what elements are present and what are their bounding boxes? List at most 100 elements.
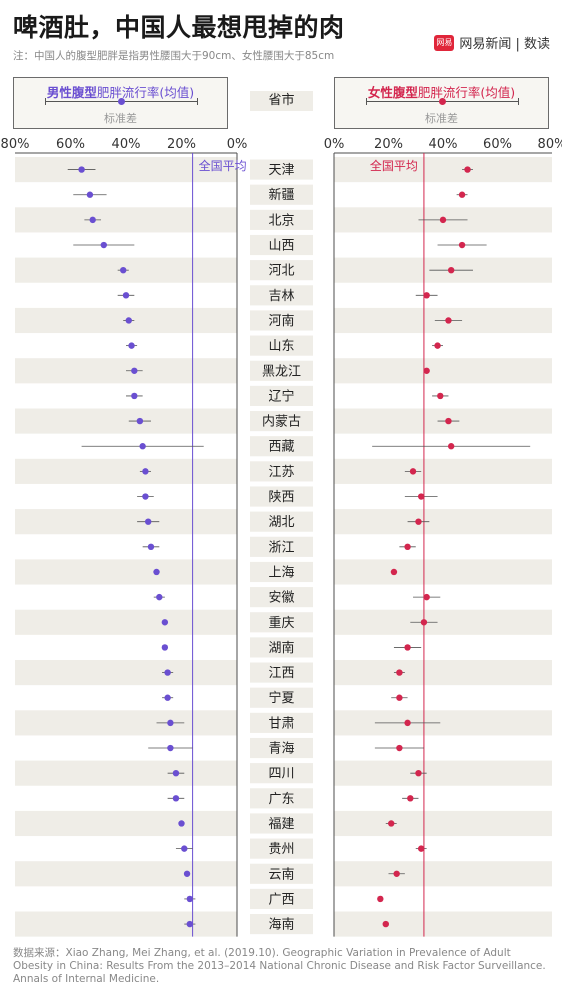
male-row-stripe [15,458,237,484]
female-row-stripe [334,710,552,736]
province-label: 河北 [268,264,294,279]
female-mean-point [404,543,411,551]
province-label-bg [250,260,313,281]
female-mean-point [404,719,411,727]
province-label-bg [250,737,313,759]
female-legend-title: 女性腹型肥胖流行率(均值) [335,82,548,101]
female-mean-point [396,694,403,701]
male-legend: 男性腹型肥胖流行率(均值) 标准差 [13,77,228,129]
province-label-bg [250,838,313,859]
province-label-bg [250,310,313,331]
province-label: 山东 [268,339,294,354]
province-label-bg [250,712,313,733]
male-mean-point [145,518,152,525]
female-legend-dot [439,98,446,105]
female-mean-point [458,191,466,198]
province-label-bg [250,888,313,909]
province-label-bg [250,159,313,180]
province-label: 内蒙古 [262,414,301,430]
female-row-stripe [334,458,552,484]
male-row-stripe [15,911,237,937]
male-mean-point [178,820,185,827]
female-row-stripe [334,559,552,585]
province-label-bg [250,184,313,205]
brand-name: 网易新闻 | 数读 [459,37,550,52]
male-tick-label: 0% [227,137,248,152]
male-mean-point [147,543,155,551]
province-label-bg [250,285,313,306]
province-label: 天津 [268,163,294,178]
female-mean-point [445,317,452,324]
female-row-stripe [334,609,552,635]
male-tick-label: 80% [1,137,30,152]
female-mean-point [434,342,441,349]
female-mean-point [377,895,384,903]
male-legend-dot [118,98,125,105]
male-mean-point [131,392,138,400]
male-mean-point [125,317,132,324]
male-mean-point [186,920,194,928]
male-mean-point [120,266,127,274]
female-tick-label: 60% [483,137,512,152]
female-mean-point [393,870,400,877]
female-mean-point [437,392,444,400]
female-mean-point [439,216,447,224]
male-mean-point [78,166,85,173]
female-national-average-label: 全国平均 [370,158,418,173]
male-mean-point [167,744,174,752]
obesity-dot-plot: 80% 60% 40% 20% 0% 0% 20% 40% 60% 80% 全国平均 全国平均 天津新疆… [1,137,562,937]
province-label-bg [250,813,313,834]
male-mean-point [136,417,144,425]
female-row-stripe [334,509,552,535]
province-label-bg [250,536,313,557]
female-tick-label: 80% [538,137,562,152]
source-footer: 数据来源：Xiao Zhang, Mei Zhang, et al. (2019… [13,947,546,985]
female-row-stripe [334,157,552,183]
male-mean-point [172,769,180,777]
female-mean-point [447,266,455,274]
province-label-bg [250,587,313,608]
province-label-bg [250,360,313,381]
female-mean-point [423,292,430,299]
male-row-stripe [15,408,237,434]
province-label-bg [250,914,313,935]
male-mean-point [186,895,194,903]
province-label: 新疆 [268,187,294,203]
female-mean-point [409,468,417,475]
male-legend-std-label: 标准差 [104,112,137,125]
province-label: 江苏 [268,464,294,480]
male-mean-point [167,719,174,727]
province-label-bg [250,863,313,884]
male-row-stripe [15,609,237,635]
province-label: 西藏 [268,440,294,455]
female-row-stripe [334,810,552,837]
female-legend: 女性腹型肥胖流行率(均值) 标准差 [334,77,549,129]
male-row-stripe [15,559,237,585]
male-mean-point [172,795,180,802]
male-legend-title: 男性腹型肥胖流行率(均值) [14,82,227,101]
male-row-stripe [15,207,237,233]
province-label-bg [250,687,313,708]
province-label-bg [250,234,313,256]
male-legend-bold: 男性腹型 [46,85,97,100]
province-label: 浙江 [268,540,294,555]
male-mean-point [164,694,171,701]
female-mean-point [415,769,422,777]
female-mean-point [420,619,428,626]
province-label: 黑龙江 [262,364,301,379]
female-row-stripe [334,911,552,937]
female-mean-point [418,845,425,852]
page-title: 啤酒肚，中国人最想甩掉的肉 [13,13,345,42]
male-mean-point [161,619,169,626]
province-label-bg [250,209,313,230]
subtitle-note: 注：中国人的腹型肥胖是指男性腰围大于90cm、女性腰围大于85cm [13,50,335,62]
province-header: 省市 [250,91,313,111]
province-label: 云南 [268,866,294,882]
province-label: 重庆 [268,615,294,631]
province-label: 辽宁 [268,388,294,404]
province-label-bg [250,511,313,532]
female-row-stripe [334,660,552,686]
brand-logo-icon: 网易 [434,34,455,51]
male-mean-point [181,845,188,852]
female-mean-point [423,593,430,601]
